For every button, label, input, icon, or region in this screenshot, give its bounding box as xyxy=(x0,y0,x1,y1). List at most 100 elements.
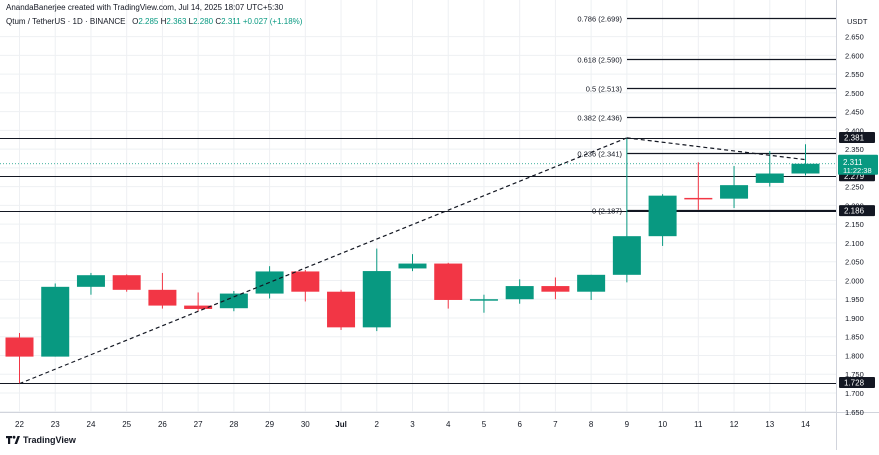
fib-level-label: 0.618 (2.590) xyxy=(577,56,622,65)
price-tag-box[interactable] xyxy=(839,205,875,217)
price-tag-box[interactable] xyxy=(839,132,875,143)
currency-label: USDT xyxy=(847,17,868,26)
price-tag-box[interactable] xyxy=(839,377,875,388)
y-tick-label: 2.250 xyxy=(845,183,864,192)
y-tick-label: 1.950 xyxy=(845,295,864,304)
x-tick-label: 29 xyxy=(265,420,274,429)
x-tick-label: 7 xyxy=(553,420,558,429)
y-tick-label: 2.450 xyxy=(845,108,864,117)
fib-level-label: 0.382 (2.436) xyxy=(577,114,622,123)
x-tick-label: 3 xyxy=(410,420,415,429)
price-tag-label: 2.381 xyxy=(844,134,865,143)
candle-body[interactable] xyxy=(398,263,427,269)
x-tick-label: 13 xyxy=(765,420,774,429)
y-tick-label: 1.800 xyxy=(845,351,864,360)
y-tick-label: 2.100 xyxy=(845,239,864,248)
trend-line[interactable] xyxy=(19,137,628,385)
x-tick-label: 27 xyxy=(194,420,203,429)
price-tag-label: 2.186 xyxy=(844,207,865,216)
x-tick-label: 8 xyxy=(589,420,594,429)
price-tag-label: 1.728 xyxy=(844,379,865,388)
candle-body[interactable] xyxy=(791,163,820,174)
candle-body[interactable] xyxy=(755,173,784,183)
x-tick-label: Jul xyxy=(335,420,347,429)
symbol-name[interactable]: Qtum / TetherUS · 1D · BINANCE xyxy=(6,17,126,26)
change-value: +0.027 (+1.18%) xyxy=(242,17,303,26)
candle-body[interactable] xyxy=(684,197,713,200)
x-tick-label: 10 xyxy=(658,420,667,429)
x-tick-label: 6 xyxy=(517,420,522,429)
candle-body[interactable] xyxy=(720,185,749,199)
candle-body[interactable] xyxy=(469,299,498,301)
price-tag-label: 2.279 xyxy=(844,172,865,181)
y-tick-label: 1.750 xyxy=(845,370,864,379)
x-tick-label: 5 xyxy=(482,420,487,429)
y-tick-label: 2.150 xyxy=(845,220,864,229)
author-line: AnandaBanerjee created with TradingView.… xyxy=(6,3,284,12)
candle-body[interactable] xyxy=(41,286,70,357)
y-tick-label: 1.650 xyxy=(845,408,864,417)
candle-body[interactable] xyxy=(291,271,320,292)
candle-body[interactable] xyxy=(612,236,641,275)
candle-body[interactable] xyxy=(148,289,177,306)
fib-level-label: 0 (2.187) xyxy=(592,207,623,216)
candle-body[interactable] xyxy=(327,291,356,328)
fib-level-label: 0.5 (2.513) xyxy=(586,85,623,94)
x-tick-label: 9 xyxy=(625,420,630,429)
close-label: C xyxy=(215,17,222,26)
low-value: 2.280 xyxy=(193,17,214,26)
y-tick-label: 1.850 xyxy=(845,333,864,342)
candle-body[interactable] xyxy=(184,305,213,309)
x-tick-label: 26 xyxy=(158,420,167,429)
candle-body[interactable] xyxy=(362,271,391,328)
tradingview-logo-icon xyxy=(6,435,20,444)
fib-level-label: 0.236 (2.341) xyxy=(577,150,622,159)
y-tick-label: 2.500 xyxy=(845,89,864,98)
candle-body[interactable] xyxy=(577,274,606,292)
y-tick-label: 2.050 xyxy=(845,258,864,267)
x-tick-label: 12 xyxy=(730,420,739,429)
candle-body[interactable] xyxy=(434,263,463,300)
trend-line[interactable] xyxy=(626,137,806,161)
x-tick-label: 11 xyxy=(694,420,703,429)
x-tick-label: 24 xyxy=(87,420,96,429)
close-value: 2.311 xyxy=(221,17,241,26)
tradingview-logo[interactable]: TradingView xyxy=(6,435,76,445)
candle-body[interactable] xyxy=(505,286,534,300)
x-tick-label: 30 xyxy=(301,420,310,429)
y-tick-label: 2.550 xyxy=(845,70,864,79)
y-tick-label: 2.000 xyxy=(845,276,864,285)
x-tick-label: 28 xyxy=(229,420,238,429)
candle-body[interactable] xyxy=(219,293,248,309)
x-tick-label: 25 xyxy=(122,420,131,429)
y-tick-label: 2.650 xyxy=(845,33,864,42)
candle-body[interactable] xyxy=(112,275,141,290)
y-tick-label: 2.400 xyxy=(845,126,864,135)
y-tick-label: 1.900 xyxy=(845,314,864,323)
symbol-line: Qtum / TetherUS · 1D · BINANCE O2.285 H2… xyxy=(6,17,302,26)
open-value: 2.285 xyxy=(138,17,159,26)
x-tick-label: 14 xyxy=(801,420,810,429)
candle-body[interactable] xyxy=(76,275,105,287)
y-tick-label: 1.700 xyxy=(845,389,864,398)
candle-body[interactable] xyxy=(541,286,570,292)
current-price-tag[interactable] xyxy=(838,154,878,175)
x-tick-label: 2 xyxy=(375,420,380,429)
candle-body[interactable] xyxy=(5,337,34,357)
high-value: 2.363 xyxy=(166,17,187,26)
low-label: L xyxy=(188,17,194,26)
y-tick-label: 2.350 xyxy=(845,145,864,154)
x-tick-label: 4 xyxy=(446,420,451,429)
high-label: H xyxy=(160,17,167,26)
fib-level-label: 0.786 (2.699) xyxy=(577,15,622,24)
candle-countdown: 11:22:38 xyxy=(843,166,872,175)
y-tick-label: 2.600 xyxy=(845,51,864,60)
tradingview-brand: TradingView xyxy=(23,435,76,445)
open-label: O xyxy=(132,17,139,26)
candle-body[interactable] xyxy=(648,195,677,237)
x-tick-label: 23 xyxy=(51,420,60,429)
x-tick-label: 22 xyxy=(15,420,24,429)
current-price-value: 2.311 xyxy=(843,158,863,167)
